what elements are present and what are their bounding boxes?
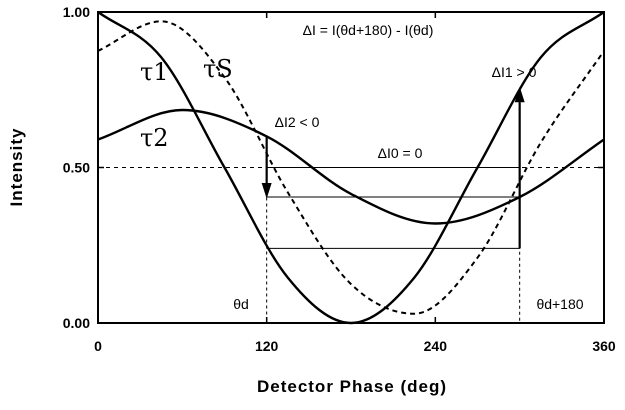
x-tick-label: 0: [94, 338, 102, 354]
tau1-curve-label: τ1: [140, 58, 169, 86]
formula-annotation: ΔI = I(θd+180) - I(θd): [303, 22, 434, 38]
y-tick-label: 1.00: [63, 4, 90, 20]
y-tick-label: 0.50: [63, 160, 90, 176]
theta-d-180-label: θd+180: [536, 296, 583, 312]
y-tick-label: 0.00: [63, 315, 90, 331]
curves: [97, 11, 605, 325]
theta-d-label: θd: [233, 296, 249, 312]
delta-i2-label: ΔI2 < 0: [275, 114, 320, 130]
x-tick-label: 360: [592, 338, 616, 354]
series-tau1-curve: [97, 11, 605, 325]
series-tau2-curve: [97, 108, 605, 225]
plot-area: [97, 11, 605, 324]
delta-i0-label: ΔI0 = 0: [378, 145, 423, 161]
x-tick-label: 120: [255, 338, 279, 354]
series-taus-curve: [97, 20, 605, 315]
tick-labels: 0 120 240 360 0.00 0.50 1.00: [63, 4, 616, 354]
y-axis-title: Intensity: [7, 128, 26, 207]
x-tick-label: 240: [424, 338, 448, 354]
delta-i1-label: ΔI1 > 0: [492, 64, 537, 80]
delta-i1-arrowhead: [514, 86, 525, 103]
annotations: ΔI = I(θd+180) - I(θd) ΔI2 < 0 ΔI1 > 0 ΔI0 …: [140, 22, 584, 312]
taus-curve-label: τS: [203, 55, 233, 83]
x-axis-title: Detector Phase (deg): [257, 377, 447, 396]
tau2-curve-label: τ2: [140, 124, 169, 152]
delta-i2-arrowhead: [261, 183, 272, 199]
